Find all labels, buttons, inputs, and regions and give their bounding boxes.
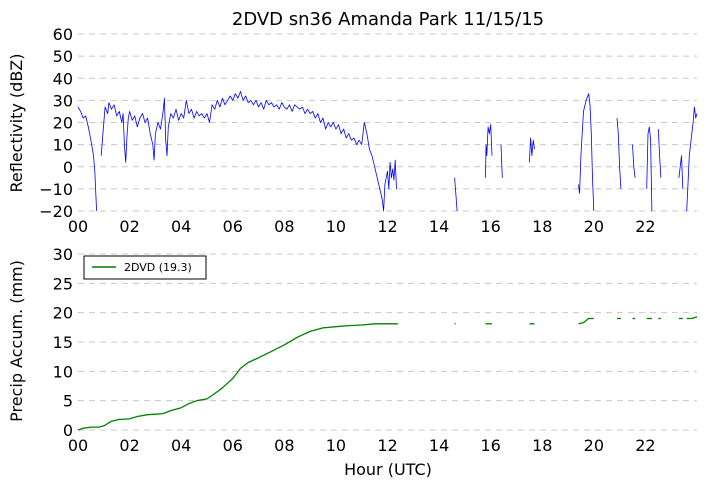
refl-y-tick-label: −20 — [39, 202, 73, 221]
precip-series-line — [686, 316, 698, 320]
refl-y-tick-label: 60 — [53, 25, 73, 44]
reflectivity-panel: −20 −10 0 10 20 30 40 50 60 00 02 04 06 08 10 12 14 16 18… — [7, 25, 698, 236]
refl-x-tick-label: 14 — [429, 217, 449, 236]
precip-series — [77, 316, 698, 431]
refl-series-line — [632, 144, 636, 178]
precip-x-tick-label: 18 — [532, 436, 552, 455]
refl-x-tick-label: 22 — [635, 217, 655, 236]
precip-series-line — [578, 317, 594, 325]
legend-box — [83, 255, 207, 280]
reflectivity-y-ticks: −20 −10 0 10 20 30 40 50 60 — [39, 25, 73, 221]
reflectivity-grid — [78, 33, 697, 212]
refl-x-tick-label: 04 — [171, 217, 191, 236]
precip-x-tick-label: 12 — [377, 436, 397, 455]
precip-y-label: Precip Accum. (mm) — [7, 260, 26, 422]
refl-y-tick-label: 10 — [53, 136, 73, 155]
refl-x-tick-label: 20 — [584, 217, 604, 236]
refl-series-line — [686, 106, 698, 212]
precip-y-tick-label: 25 — [53, 274, 73, 293]
refl-x-tick-label: 02 — [119, 217, 139, 236]
refl-series-line — [578, 93, 595, 212]
refl-y-tick-label: 0 — [63, 158, 73, 177]
refl-series-line — [616, 118, 622, 189]
precip-grid — [78, 253, 697, 431]
refl-y-tick-label: 40 — [53, 69, 73, 88]
reflectivity-x-ticks: 00 02 04 06 08 10 12 14 16 18 20 22 — [68, 217, 656, 236]
reflectivity-series — [77, 91, 698, 212]
refl-x-tick-label: 00 — [68, 217, 88, 236]
precip-y-tick-label: 10 — [53, 362, 73, 381]
precip-x-tick-label: 04 — [171, 436, 191, 455]
refl-y-tick-label: 20 — [53, 114, 73, 133]
refl-y-tick-label: −10 — [39, 180, 73, 199]
precip-y-tick-label: 30 — [53, 245, 73, 264]
refl-x-tick-label: 10 — [326, 217, 346, 236]
refl-x-tick-label: 12 — [377, 217, 397, 236]
chart-title: 2DVD sn36 Amanda Park 11/15/15 — [232, 9, 544, 30]
precip-y-tick-label: 20 — [53, 304, 73, 323]
x-axis-label: Hour (UTC) — [344, 460, 432, 479]
refl-series-line — [529, 137, 535, 163]
precip-y-tick-label: 5 — [63, 392, 73, 411]
refl-x-tick-label: 16 — [480, 217, 500, 236]
precip-x-tick-label: 02 — [119, 436, 139, 455]
refl-y-tick-label: 30 — [53, 91, 73, 110]
legend: 2DVD (19.3) — [83, 255, 207, 280]
precip-x-ticks: 00 02 04 06 08 10 12 14 16 18 20 22 — [68, 436, 656, 455]
precip-y-tick-label: 0 — [63, 421, 73, 440]
precip-panel: 0 5 10 15 20 25 30 00 02 04 06 08 10 12 14 16 18 20 22 Pr… — [7, 245, 698, 479]
refl-series-line — [500, 144, 503, 178]
precip-x-tick-label: 08 — [274, 436, 294, 455]
refl-series-line — [454, 177, 458, 212]
precip-x-tick-label: 14 — [429, 436, 449, 455]
refl-x-tick-label: 18 — [532, 217, 552, 236]
refl-x-tick-label: 08 — [274, 217, 294, 236]
precip-x-tick-label: 10 — [326, 436, 346, 455]
precip-x-tick-label: 20 — [584, 436, 604, 455]
refl-y-tick-label: 50 — [53, 47, 73, 66]
precip-x-tick-label: 16 — [480, 436, 500, 455]
refl-series-line — [657, 129, 662, 178]
precip-y-ticks: 0 5 10 15 20 25 30 — [53, 245, 73, 440]
refl-series-line — [100, 91, 397, 212]
refl-series-line — [485, 124, 493, 178]
refl-series-line — [77, 106, 97, 212]
reflectivity-y-label: Reflectivity (dBZ) — [7, 54, 26, 193]
refl-series-line — [678, 155, 684, 189]
precip-x-tick-label: 06 — [223, 436, 243, 455]
precip-x-tick-label: 00 — [68, 436, 88, 455]
precip-y-tick-label: 15 — [53, 333, 73, 352]
legend-label: 2DVD (19.3) — [124, 261, 192, 274]
precip-series-line — [77, 323, 398, 431]
refl-series-line — [646, 126, 653, 212]
refl-x-tick-label: 06 — [223, 217, 243, 236]
precip-x-tick-label: 22 — [635, 436, 655, 455]
